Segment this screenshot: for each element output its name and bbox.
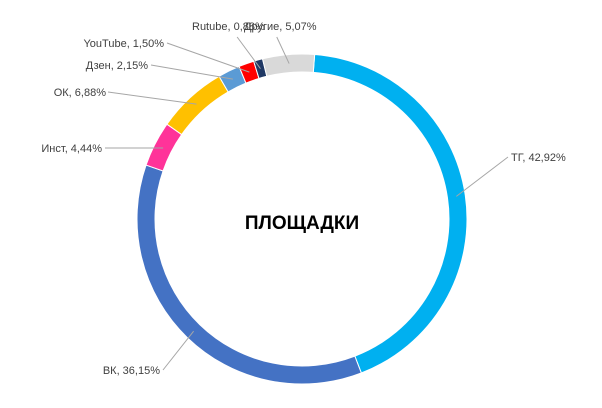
center-label: ПЛОЩАДКИ xyxy=(245,213,359,234)
leader-другие xyxy=(276,36,290,64)
leader-дзен xyxy=(150,64,233,80)
leader-вк xyxy=(162,330,195,371)
slice-label-другие: Другие, 5,07% xyxy=(244,21,317,33)
slice-вк xyxy=(136,164,362,385)
leader-youtube xyxy=(166,42,250,73)
leader-lines xyxy=(104,36,509,371)
slice-label-тг: ТГ, 42,92% xyxy=(511,152,566,164)
slice-label-инст: Инст, 4,44% xyxy=(41,143,102,155)
slice-labels: ТГ, 42,92% ВК, 36,15% Инст, 4,44% ОК, 6,88%… xyxy=(41,21,566,377)
slice-другие xyxy=(261,53,316,77)
slice-ок xyxy=(166,75,229,136)
leader-ок xyxy=(107,91,197,105)
slice-label-вк: ВК, 36,15% xyxy=(103,365,160,377)
leader-rutube xyxy=(236,36,261,69)
slice-label-ок: ОК, 6,88% xyxy=(54,87,106,99)
slice-label-youtube: YouTube, 1,50% xyxy=(83,38,164,50)
slice-label-дзен: Дзен, 2,15% xyxy=(86,60,148,72)
slice-label-rutube: Rutube, 0,88% xyxy=(192,21,265,33)
leader-тг xyxy=(456,156,509,197)
